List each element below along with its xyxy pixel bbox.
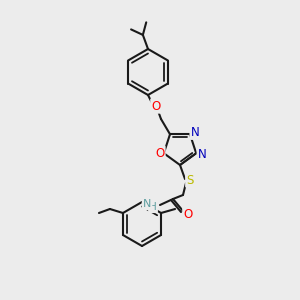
Text: N: N [190, 126, 200, 139]
Text: O: O [152, 100, 160, 112]
Text: O: O [155, 147, 164, 160]
Text: H: H [149, 202, 157, 212]
Text: N: N [143, 199, 151, 209]
Text: O: O [183, 208, 193, 220]
Text: N: N [198, 148, 206, 161]
Text: S: S [186, 173, 194, 187]
